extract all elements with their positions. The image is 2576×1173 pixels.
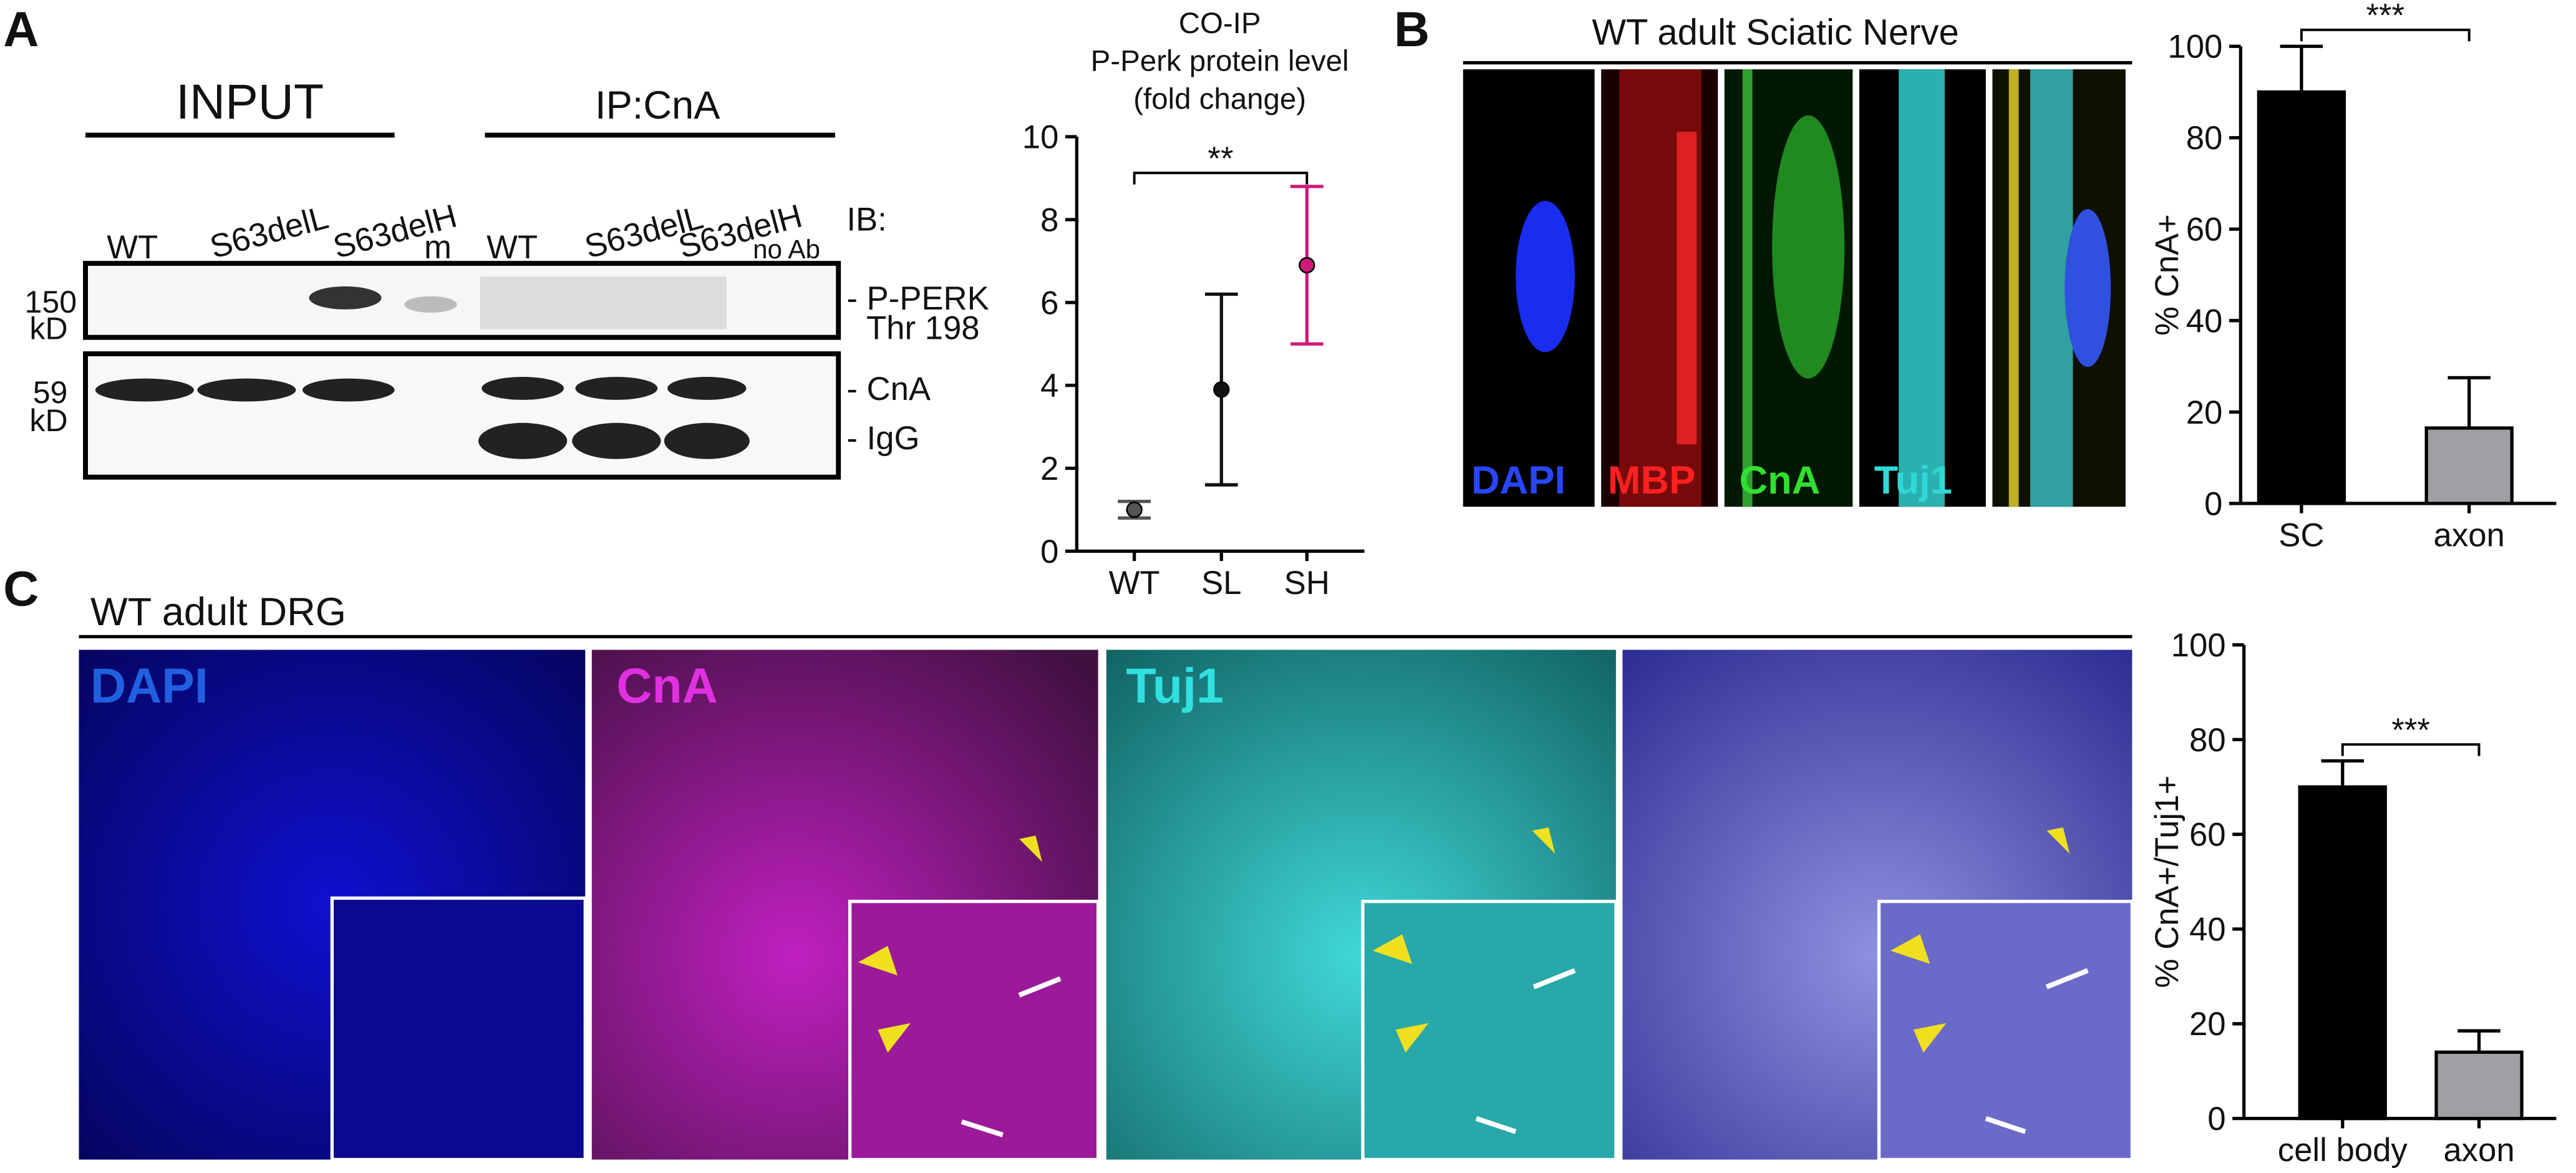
mw-unit: kD bbox=[29, 403, 67, 438]
mw-unit: kD bbox=[29, 311, 67, 346]
y-axis-label: % CnA+ bbox=[2149, 214, 2186, 336]
chart-title: CO-IP bbox=[1179, 7, 1261, 40]
y-tick-label: 100 bbox=[2167, 29, 2222, 66]
band-label: - CnA bbox=[846, 371, 931, 407]
panel-label: C bbox=[3, 560, 39, 616]
band-label: Thr 198 bbox=[866, 309, 980, 346]
bands bbox=[95, 376, 750, 459]
band bbox=[480, 276, 727, 329]
blot-membrane bbox=[83, 351, 841, 480]
x-tick-label: SC bbox=[2278, 517, 2324, 553]
y-tick-label: 0 bbox=[1040, 533, 1058, 570]
channel-label: CnA bbox=[1739, 459, 1820, 502]
lane-label: m bbox=[424, 229, 452, 266]
x-tick-label: WT bbox=[1109, 565, 1160, 601]
y-tick-label: 100 bbox=[2171, 627, 2226, 664]
y-tick-label: 40 bbox=[2189, 911, 2226, 948]
chart-title: (fold change) bbox=[1133, 82, 1306, 115]
x-tick-label: axon bbox=[2434, 517, 2505, 553]
group-label: INPUT bbox=[176, 74, 324, 129]
channel-label: Tuj1 bbox=[1126, 658, 1224, 713]
y-tick-label: 80 bbox=[2189, 722, 2226, 759]
point bbox=[1299, 256, 1315, 274]
y-tick-label: 2 bbox=[1040, 450, 1058, 487]
lane-label: WT bbox=[487, 229, 538, 266]
point bbox=[1213, 381, 1230, 398]
band bbox=[404, 296, 457, 313]
y-tick-label: 40 bbox=[2186, 303, 2223, 339]
bar bbox=[2298, 785, 2387, 1121]
bar bbox=[2424, 426, 2514, 505]
western-blot: INPUT IP:CnA IB: 150 kD 59 kD - P-PERK T… bbox=[25, 74, 989, 480]
band-label: - P-PERK bbox=[846, 280, 989, 317]
y-tick-label: 4 bbox=[1040, 367, 1058, 404]
y-axis-label: % CnA+/Tuj1+ bbox=[2149, 776, 2186, 988]
channel-label: CnA bbox=[616, 658, 717, 713]
lane-label: S63delL bbox=[206, 199, 332, 266]
y-tick-label: 0 bbox=[2204, 485, 2222, 522]
nerve-images bbox=[1463, 69, 2126, 507]
panel-label: A bbox=[3, 1, 39, 57]
band-label: - IgG bbox=[846, 420, 919, 457]
x-tick-label: axon bbox=[2443, 1132, 2514, 1169]
x-tick-label: SH bbox=[1284, 565, 1330, 601]
panel-title: WT adult Sciatic Nerve bbox=[1592, 13, 1959, 53]
mw-marker: 150 bbox=[25, 285, 77, 319]
panel-title: WT adult DRG bbox=[90, 590, 346, 634]
significance-label: ** bbox=[1208, 140, 1233, 177]
channel-label: DAPI bbox=[1471, 459, 1566, 502]
y-tick-label: 20 bbox=[2189, 1006, 2226, 1043]
mw-marker: 59 bbox=[33, 375, 68, 410]
x-tick-label: SL bbox=[1201, 565, 1241, 601]
channel-label: Tuj1 bbox=[1874, 459, 1952, 502]
y-tick-label: 80 bbox=[2186, 120, 2223, 157]
channel-label: DAPI bbox=[90, 658, 208, 713]
y-tick-label: 60 bbox=[2186, 212, 2223, 248]
lane-label: no Ab bbox=[753, 235, 820, 264]
significance-label: *** bbox=[2366, 0, 2405, 34]
y-tick-label: 20 bbox=[2186, 394, 2223, 431]
drg-images bbox=[79, 650, 2134, 1162]
significance-label: *** bbox=[2391, 712, 2430, 749]
panel-label: B bbox=[1394, 1, 1430, 57]
significance-bracket bbox=[2300, 28, 2471, 42]
group-label: IP:CnA bbox=[595, 84, 720, 127]
y-tick-label: 60 bbox=[2189, 817, 2226, 854]
bar bbox=[2257, 90, 2346, 505]
x-tick-label: cell body bbox=[2278, 1132, 2408, 1169]
y-tick-label: 10 bbox=[1022, 119, 1059, 156]
band bbox=[309, 286, 382, 309]
y-tick-label: 8 bbox=[1040, 202, 1058, 238]
bar bbox=[2434, 1050, 2524, 1121]
significance-bracket bbox=[1133, 172, 1309, 185]
ib-label: IB: bbox=[846, 201, 886, 238]
y-tick-label: 6 bbox=[1040, 285, 1058, 321]
y-tick-label: 0 bbox=[2207, 1101, 2225, 1137]
significance-bracket bbox=[2341, 743, 2481, 756]
lane-label: WT bbox=[107, 229, 158, 266]
channel-label: MBP bbox=[1608, 459, 1696, 502]
point bbox=[1126, 501, 1143, 518]
chart-title: P-Perk protein level bbox=[1091, 45, 1349, 78]
